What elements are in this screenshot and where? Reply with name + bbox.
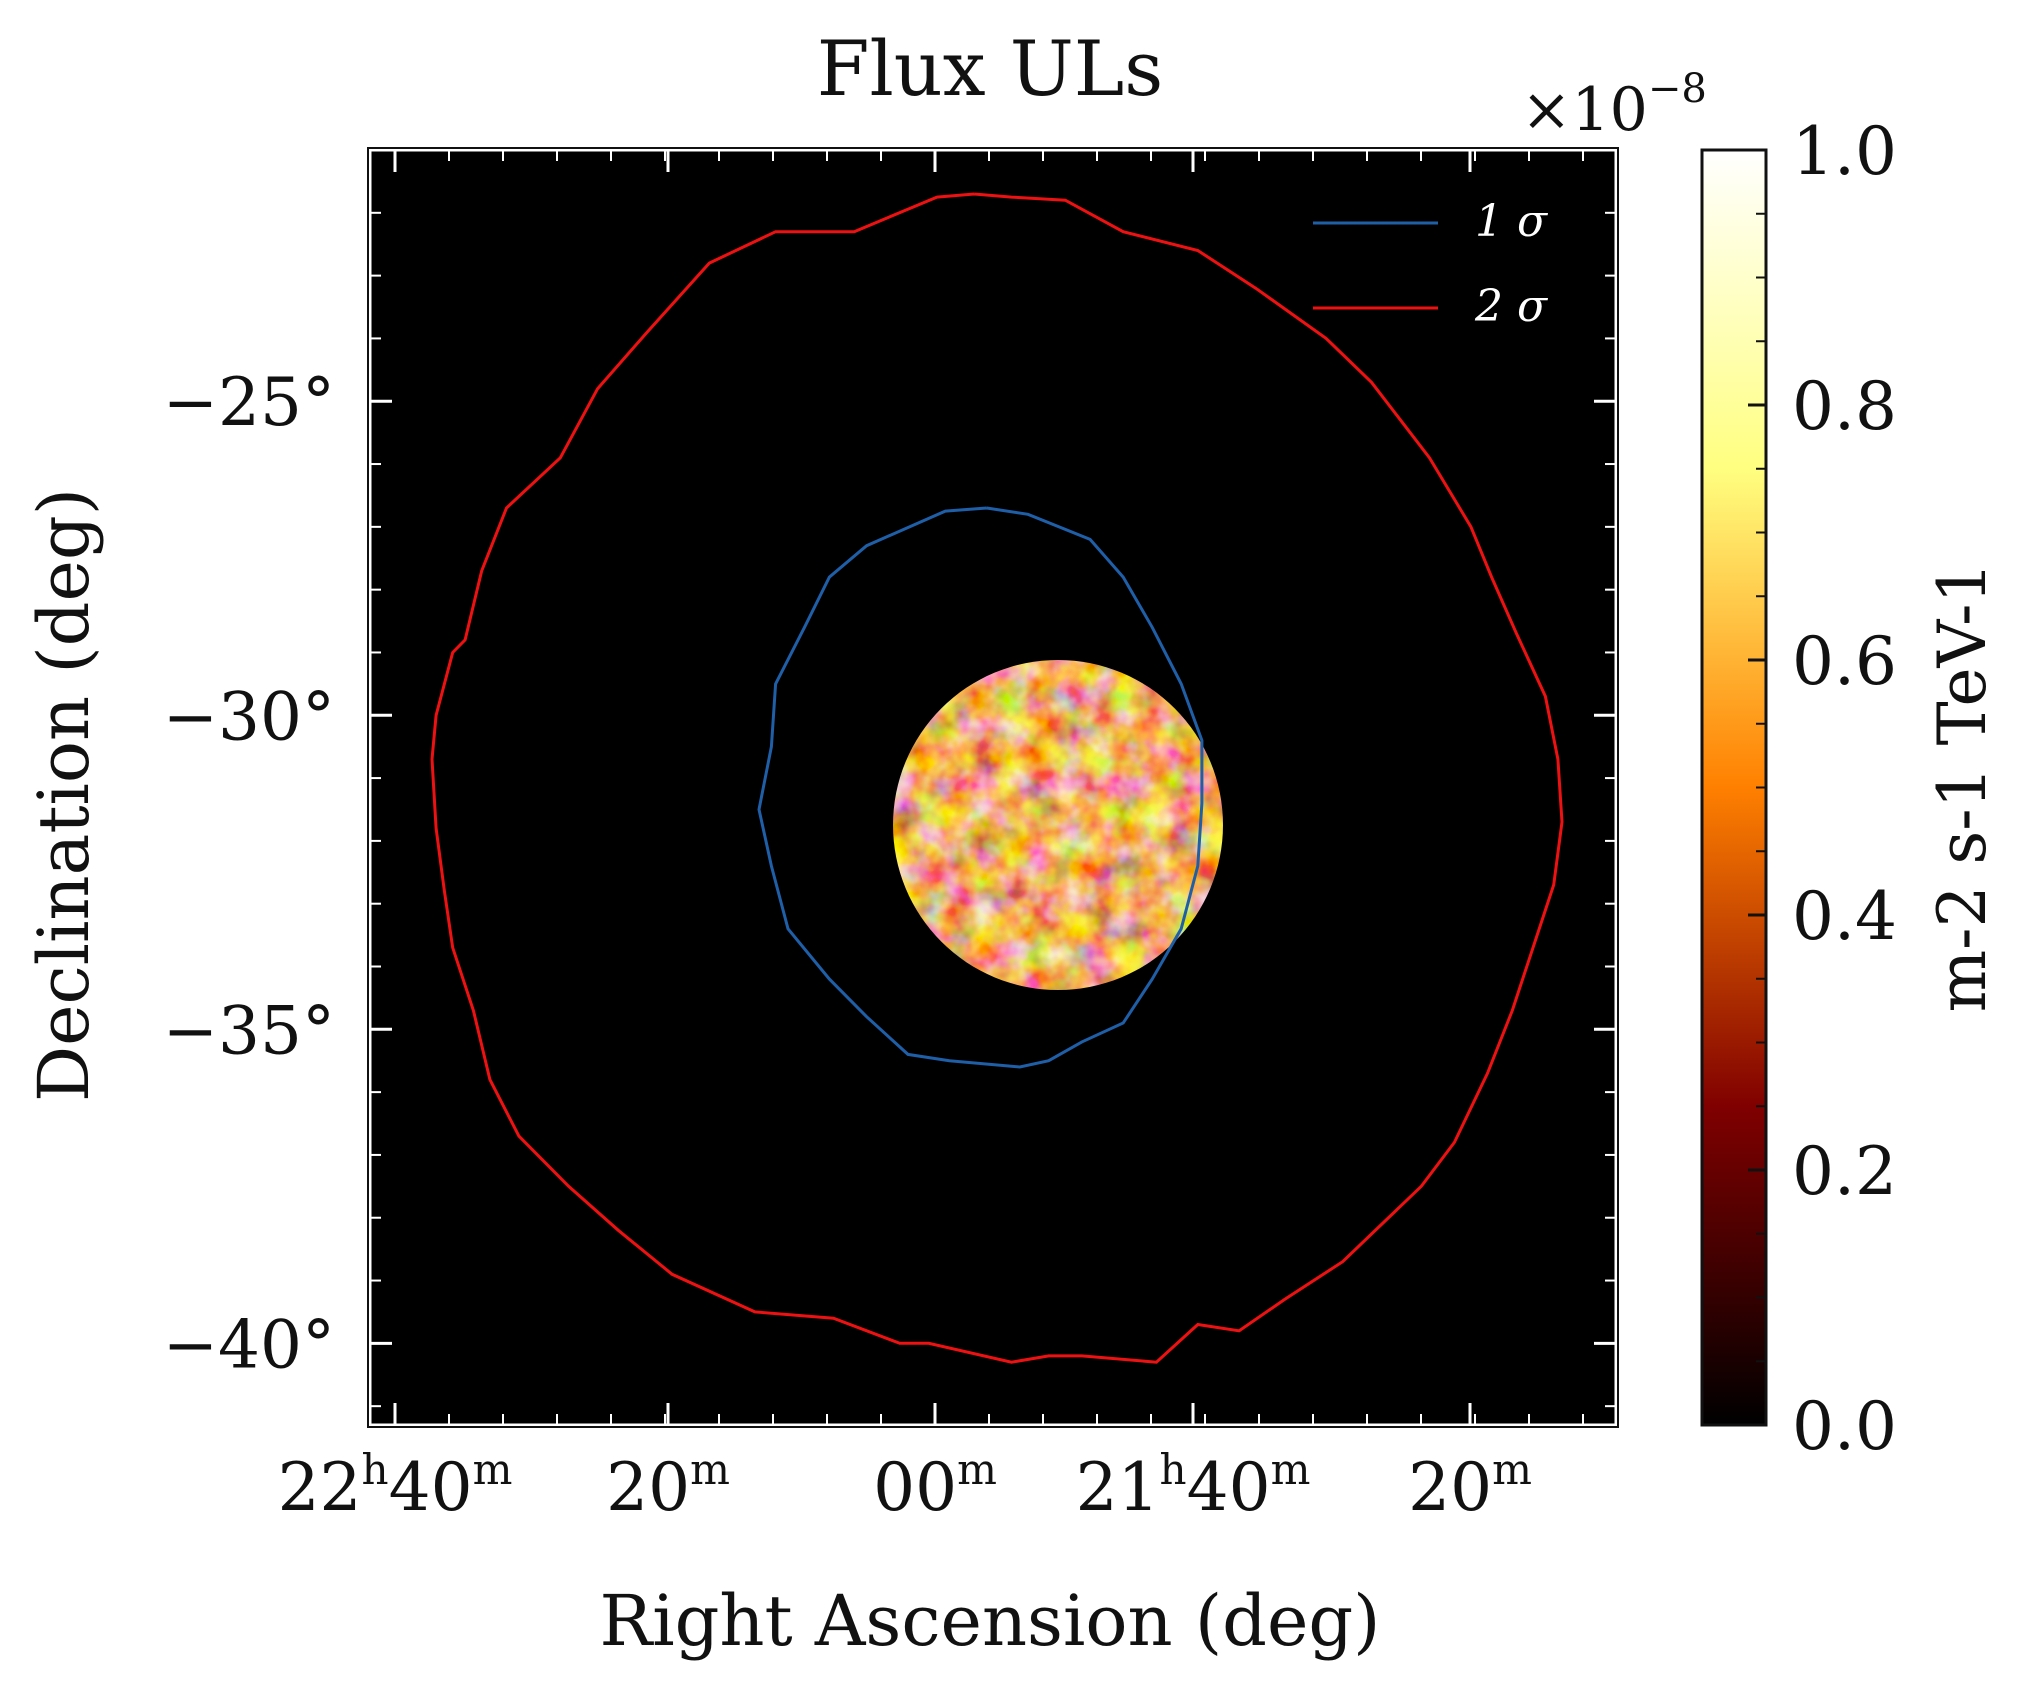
x-tick-label-4: 20m xyxy=(1408,1445,1532,1526)
x-axis-label: Right Ascension (deg) xyxy=(599,1580,1380,1662)
legend: 1 σ 2 σ xyxy=(1313,196,1549,332)
x-tick-label-1: 20m xyxy=(606,1445,730,1526)
y-tick-label-1: −30° xyxy=(163,678,335,755)
contours xyxy=(430,192,1564,1364)
heatmap-disc xyxy=(893,660,1223,990)
colorbar-tick-label-0: 0.0 xyxy=(1792,1388,1897,1465)
colorbar-tick-label-3: 0.6 xyxy=(1792,623,1897,700)
y-axis-label: Declination (deg) xyxy=(23,488,105,1102)
x-tick-labels: 22h40m 20m 00m 21h40m 20m xyxy=(278,1445,1532,1526)
colorbar-label: m-2 s-1 TeV-1 xyxy=(1924,562,2001,1013)
contour-2sigma xyxy=(430,192,1564,1364)
colorbar-tick-label-5: 1.0 xyxy=(1792,113,1897,190)
plot-area: 1 σ 2 σ xyxy=(367,147,1619,1428)
y-tick-label-3: −40° xyxy=(163,1306,335,1383)
x-tick-label-2: 00m xyxy=(873,1445,997,1526)
colorbar-gradient xyxy=(1700,148,1768,1427)
colorbar: 0.0 0.2 0.4 0.6 0.8 1.0 ×10−8 m-2 s-1 TeV-1 xyxy=(1521,66,2001,1465)
colorbar-ticks: 0.0 0.2 0.4 0.6 0.8 1.0 xyxy=(1748,113,1897,1465)
colorbar-tick-label-1: 0.2 xyxy=(1792,1133,1897,1210)
y-tick-label-2: −35° xyxy=(163,992,335,1069)
y-tick-labels: −25° −30° −35° −40° xyxy=(163,364,335,1383)
plot-outer-frame xyxy=(367,147,1619,1428)
heatmap-fill xyxy=(893,660,1223,990)
colorbar-tick-label-4: 0.8 xyxy=(1792,368,1897,445)
chart-title: Flux ULs xyxy=(817,24,1164,113)
contour-1sigma xyxy=(757,506,1204,1069)
x-tick-label-3: 21h40m xyxy=(1076,1445,1311,1526)
plot-frame xyxy=(368,148,1618,1427)
x-tick-label-0: 22h40m xyxy=(278,1445,513,1526)
y-tick-label-0: −25° xyxy=(163,364,335,441)
legend-label-1sigma: 1 σ xyxy=(1475,196,1549,247)
colorbar-multiplier: ×10−8 xyxy=(1521,66,1707,145)
axis-ticks xyxy=(370,149,1616,1425)
colorbar-tick-label-2: 0.4 xyxy=(1792,878,1897,955)
legend-label-2sigma: 2 σ xyxy=(1474,281,1549,332)
